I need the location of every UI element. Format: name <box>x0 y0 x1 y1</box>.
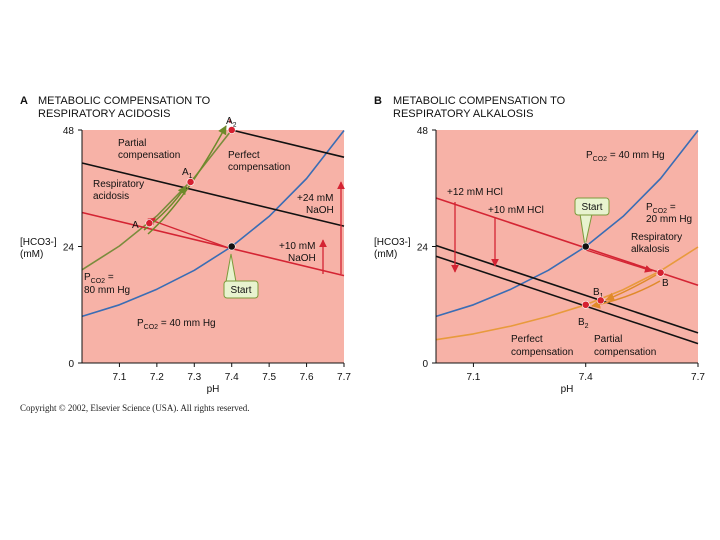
panel-a-pco2-40-label: PCO2 = 40 mm Hg <box>137 318 216 331</box>
panel-b-start-label: Start <box>581 202 602 213</box>
panel-a-start-label: Start <box>230 285 251 296</box>
panel-a-plot-area <box>82 130 344 363</box>
panel-a-series-2 <box>81 211 345 277</box>
panel-b-series <box>435 130 699 345</box>
panel-b-point-b1-label: B1 <box>593 287 604 300</box>
panel-b-hcl12-label: +12 mM HCl <box>447 187 503 198</box>
panel-a-perfect-label-line1: Perfect <box>228 150 260 161</box>
panel-a-arrow-perfect <box>147 125 227 235</box>
copyright-notice: Copyright © 2002, Elsevier Science (USA)… <box>20 403 250 413</box>
panel-b-point-b2-label: B2 <box>578 317 589 330</box>
panel-a: A METABOLIC COMPENSATION TO RESPIRATORY … <box>20 95 351 395</box>
panel-b-xtick-label-2: 7.7 <box>691 372 705 383</box>
panel-b-xtick-label-1: 7.4 <box>579 372 593 383</box>
panel-a-title-line1: METABOLIC COMPENSATION TO <box>38 95 211 107</box>
panel-a-arrow-acidosis <box>147 217 227 248</box>
panel-a-pco2-80-label: PCO2 = <box>84 272 114 285</box>
panel-b-point-b1 <box>596 296 605 305</box>
panel-b-point-b-label: B <box>662 278 669 289</box>
panel-b-ylabel-line1: [HCO3-] <box>374 237 411 248</box>
panel-b-points <box>581 242 665 309</box>
panel-a-naoh10-line2: NaOH <box>288 253 316 264</box>
panel-a-point-a1 <box>186 178 195 186</box>
panel-b-series-2 <box>435 197 699 287</box>
panel-b-point-start <box>581 242 590 251</box>
panel-a-xtick-label-5: 7.6 <box>300 372 314 383</box>
panel-b-series-1 <box>435 246 699 341</box>
panel-b-start-box <box>574 197 610 216</box>
panel-b-point-b <box>656 268 665 277</box>
panel-b-ytick-label-0: 0 <box>422 359 428 370</box>
panel-b-plot-area <box>436 130 698 363</box>
panel-b-ylabel-line2: (mM) <box>374 249 397 260</box>
panel-a-point-a <box>145 219 154 228</box>
panel-b-series-0 <box>435 130 699 318</box>
panel-b-ytick-label-1: 24 <box>417 243 429 254</box>
panel-b-partial-label-line2: compensation <box>594 347 656 358</box>
panel-a-points <box>145 126 236 251</box>
panel-a-partial-label-line1: Partial <box>118 138 146 149</box>
panel-a-naoh24-line1: +24 mM <box>297 193 333 204</box>
panel-a-ytick-label-0: 0 <box>68 359 74 370</box>
panel-b-pco2-20-label-line2: 20 mm Hg <box>646 214 692 225</box>
panel-a-ylabel-line1: [HCO3-] <box>20 237 57 248</box>
panel-a-title-line2: RESPIRATORY ACIDOSIS <box>38 108 170 120</box>
panel-b-hcl10-label: +10 mM HCl <box>488 205 544 216</box>
panel-b-point-b2 <box>581 300 590 309</box>
panel-a-xtick-label-3: 7.4 <box>225 372 239 383</box>
panel-a-start-pointer <box>225 253 237 283</box>
panel-a-start-box <box>223 280 259 299</box>
panel-a-xtick-label-2: 7.3 <box>187 372 201 383</box>
panel-a-pco2-80-label-line2: 80 mm Hg <box>84 285 130 296</box>
panel-a-point-a2-label: A2 <box>226 116 237 129</box>
panel-a-point-a2 <box>227 126 236 134</box>
panel-a-series <box>81 129 345 318</box>
panel-b-perfect-label-line1: Perfect <box>511 334 543 345</box>
panel-b-arrow-alkalosis <box>585 249 653 273</box>
panel-b-ticks: 7.1 7.4 7.7 0 24 48 <box>417 126 706 383</box>
panel-b-partial-label-line1: Partial <box>594 334 622 345</box>
panel-a-series-3 <box>81 162 345 227</box>
panel-b-xtick-label-0: 7.1 <box>466 372 480 383</box>
panel-a-point-start <box>227 242 236 251</box>
panel-a-xtick-label-0: 7.1 <box>112 372 126 383</box>
panel-b-series-3 <box>435 244 699 334</box>
panel-a-xlabel: pH <box>207 384 220 395</box>
panel-a-partial-label-line2: compensation <box>118 150 180 161</box>
panel-a-naoh10-line1: +10 mM <box>279 241 315 252</box>
panel-a-ytick-label-2: 48 <box>63 126 75 137</box>
panel-b-title-line2: RESPIRATORY ALKALOSIS <box>393 108 533 120</box>
panel-a-series-0 <box>81 130 345 318</box>
panel-b: B METABOLIC COMPENSATION TO RESPIRATORY … <box>374 95 705 395</box>
panel-a-ylabel-line2: (mM) <box>20 249 43 260</box>
panel-b-resp-alkalosis-line1: Respiratory <box>631 232 682 243</box>
panel-b-perfect-label-line2: compensation <box>511 347 573 358</box>
panel-a-ticks: 7.1 7.2 7.3 7.4 7.5 7.6 7.7 0 24 48 <box>63 126 352 383</box>
panel-a-letter: A <box>20 95 28 107</box>
panel-a-series-1 <box>81 129 233 271</box>
panel-a-point-a1-label: A1 <box>182 167 193 180</box>
panel-a-xtick-label-1: 7.2 <box>150 372 164 383</box>
panel-b-pco2-20-label: PCO2 = <box>646 202 676 215</box>
panel-b-ytick-label-2: 48 <box>417 126 429 137</box>
panel-a-xtick-label-4: 7.5 <box>262 372 276 383</box>
panel-b-xlabel: pH <box>561 384 574 395</box>
panel-a-resp-acidosis-line2: acidosis <box>93 191 129 202</box>
panel-a-resp-acidosis-line1: Respiratory <box>93 179 144 190</box>
panel-a-series-4 <box>231 129 345 158</box>
panel-a-xtick-label-6: 7.7 <box>337 372 351 383</box>
panel-a-point-a-label: A <box>132 220 139 231</box>
panel-b-arrow-partial <box>605 274 657 302</box>
panel-b-pco2-40-label: PCO2 = 40 mm Hg <box>586 150 665 163</box>
panel-b-title-line1: METABOLIC COMPENSATION TO <box>393 95 566 107</box>
panel-b-series-4 <box>435 255 699 345</box>
panel-a-ytick-label-1: 24 <box>63 243 75 254</box>
panel-a-naoh24-line2: NaOH <box>306 205 334 216</box>
panel-b-arrow-perfect <box>591 280 661 309</box>
panel-b-resp-alkalosis-line2: alkalosis <box>631 244 669 255</box>
panel-a-perfect-label-line2: compensation <box>228 162 290 173</box>
panel-b-letter: B <box>374 95 382 107</box>
